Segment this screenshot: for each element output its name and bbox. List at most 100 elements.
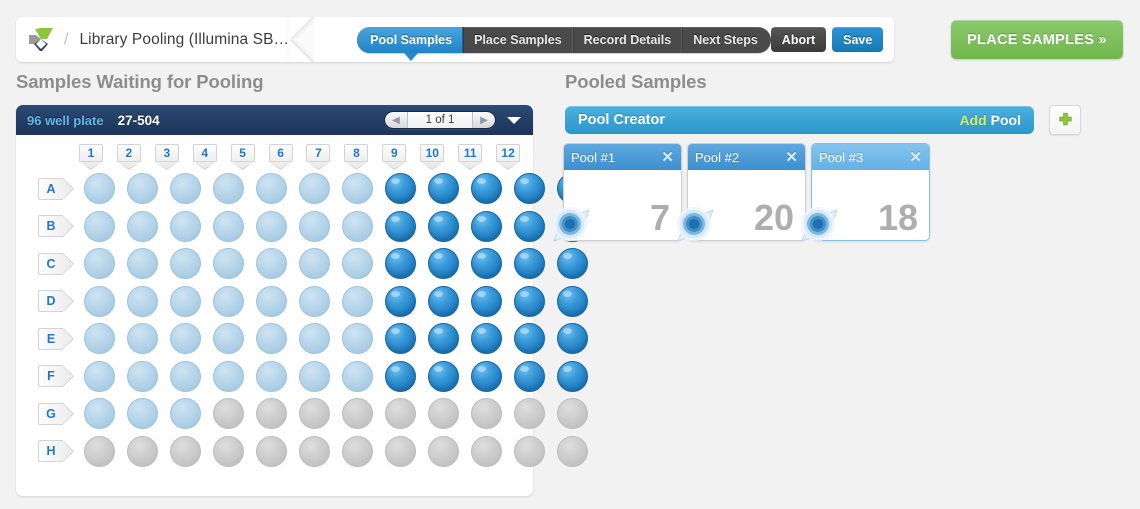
row-header-F[interactable]: F [38,365,74,388]
well-C2[interactable] [127,248,158,280]
well-D3[interactable] [170,285,201,317]
well-H10[interactable] [471,435,502,467]
well-B8[interactable] [385,210,416,242]
well-C9[interactable] [428,248,459,280]
well-F3[interactable] [170,360,201,392]
app-logo[interactable] [22,17,60,62]
well-G5[interactable] [256,398,287,430]
add-pool-plus-button[interactable] [1049,105,1081,135]
well-F8[interactable] [385,360,416,392]
close-icon[interactable]: ✕ [909,148,922,166]
well-C6[interactable] [299,248,330,280]
well-F4[interactable] [213,360,244,392]
well-B1[interactable] [84,210,115,242]
well-A8[interactable] [385,173,416,205]
pool-card[interactable]: Pool #3 ✕ 18 [801,143,930,242]
tab-next-steps[interactable]: Next Steps [682,26,771,53]
well-E3[interactable] [170,323,201,355]
well-F6[interactable] [299,360,330,392]
well-C8[interactable] [385,248,416,280]
well-E4[interactable] [213,323,244,355]
row-header-A[interactable]: A [38,177,74,200]
well-B9[interactable] [428,210,459,242]
pool-card[interactable]: Pool #2 ✕ 20 [677,143,806,242]
add-pool-button[interactable]: Add Pool [959,112,1021,128]
well-G9[interactable] [428,398,459,430]
save-button[interactable]: Save [832,27,884,52]
column-header-1[interactable]: 1 [78,144,104,170]
column-header-11[interactable]: 11 [457,144,483,170]
tab-record-details[interactable]: Record Details [572,26,683,53]
well-G4[interactable] [213,398,244,430]
well-H1[interactable] [84,435,115,467]
well-B11[interactable] [514,210,545,242]
well-D8[interactable] [385,285,416,317]
well-H2[interactable] [127,435,158,467]
well-E10[interactable] [471,323,502,355]
well-G1[interactable] [84,398,115,430]
well-A11[interactable] [514,173,545,205]
well-D12[interactable] [557,285,588,317]
well-E8[interactable] [385,323,416,355]
well-E11[interactable] [514,323,545,355]
well-D6[interactable] [299,285,330,317]
well-F7[interactable] [342,360,373,392]
column-header-7[interactable]: 7 [305,144,332,170]
well-F9[interactable] [428,360,459,392]
row-header-H[interactable]: H [38,440,74,463]
well-A3[interactable] [170,173,201,205]
caret-down-icon[interactable] [507,117,521,124]
well-A1[interactable] [84,173,115,205]
well-H3[interactable] [170,435,201,467]
well-H9[interactable] [428,435,459,467]
pool-card[interactable]: Pool #1 ✕ 7 [553,143,682,242]
well-D7[interactable] [342,285,373,317]
well-C4[interactable] [213,248,244,280]
row-header-E[interactable]: E [38,327,74,350]
well-E5[interactable] [256,323,287,355]
well-D2[interactable] [127,285,158,317]
well-B5[interactable] [256,210,287,242]
chevron-right-icon[interactable]: ▶ [473,112,495,128]
well-H8[interactable] [385,435,416,467]
well-D11[interactable] [514,285,545,317]
well-D5[interactable] [256,285,287,317]
well-F5[interactable] [256,360,287,392]
well-A2[interactable] [127,173,158,205]
well-B7[interactable] [342,210,373,242]
well-H12[interactable] [557,435,588,467]
tab-place-samples[interactable]: Place Samples [463,26,573,53]
well-H11[interactable] [514,435,545,467]
well-D10[interactable] [471,285,502,317]
well-F1[interactable] [84,360,115,392]
well-E2[interactable] [127,323,158,355]
tab-pool-samples[interactable]: Pool Samples [357,26,464,61]
place-samples-button[interactable]: PLACE SAMPLES » [951,20,1123,59]
well-G8[interactable] [385,398,416,430]
row-header-B[interactable]: B [38,215,74,238]
column-header-12[interactable]: 12 [495,144,521,170]
well-H6[interactable] [299,435,330,467]
well-A4[interactable] [213,173,244,205]
well-E7[interactable] [342,323,373,355]
well-C11[interactable] [514,248,545,280]
well-G7[interactable] [342,398,373,430]
well-F10[interactable] [471,360,502,392]
well-D1[interactable] [84,285,115,317]
well-G6[interactable] [299,398,330,430]
column-header-8[interactable]: 8 [343,144,369,170]
well-B2[interactable] [127,210,158,242]
column-header-3[interactable]: 3 [154,144,180,170]
well-C3[interactable] [170,248,201,280]
column-header-10[interactable]: 10 [419,144,445,170]
well-A7[interactable] [342,173,373,205]
well-F12[interactable] [557,360,588,392]
column-header-6[interactable]: 6 [268,144,294,170]
well-F11[interactable] [514,360,545,392]
well-G3[interactable] [170,398,201,430]
well-F2[interactable] [127,360,158,392]
well-C7[interactable] [342,248,373,280]
breadcrumb-title-tab[interactable]: Library Pooling (Illumina SB… [77,17,314,62]
well-B4[interactable] [213,210,244,242]
well-A5[interactable] [256,173,287,205]
